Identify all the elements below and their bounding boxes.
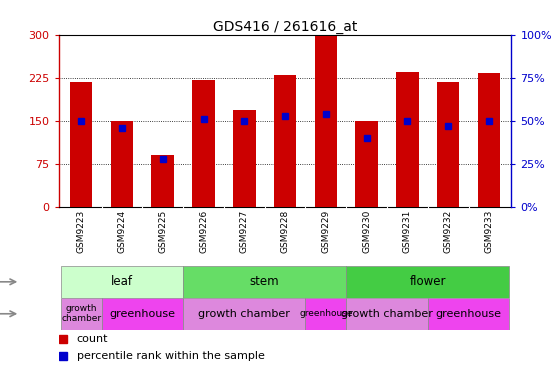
Text: GSM9224: GSM9224	[117, 210, 126, 253]
Text: GSM9225: GSM9225	[158, 210, 167, 253]
Text: greenhouse: greenhouse	[299, 309, 353, 318]
Text: count: count	[77, 335, 108, 344]
Bar	[102, 298, 183, 330]
Bar	[478, 73, 500, 207]
Title: GDS416 / 261616_at: GDS416 / 261616_at	[213, 20, 357, 34]
Bar	[356, 121, 378, 207]
Bar	[192, 79, 215, 207]
Bar	[70, 82, 92, 207]
Bar	[111, 121, 133, 207]
Text: GSM9226: GSM9226	[199, 210, 208, 253]
Bar	[61, 266, 183, 298]
Text: flower: flower	[410, 275, 446, 288]
Text: growth
chamber: growth chamber	[61, 304, 101, 324]
Text: greenhouse: greenhouse	[110, 309, 176, 319]
Bar	[346, 298, 428, 330]
Text: GSM9228: GSM9228	[281, 210, 290, 253]
Text: GSM9227: GSM9227	[240, 210, 249, 253]
Text: growth chamber: growth chamber	[341, 309, 433, 319]
Text: GSM9223: GSM9223	[77, 210, 86, 253]
Text: GSM9229: GSM9229	[321, 210, 330, 253]
Bar	[274, 75, 296, 207]
Text: greenhouse: greenhouse	[435, 309, 501, 319]
Bar	[305, 298, 346, 330]
Text: GSM9233: GSM9233	[485, 210, 494, 253]
Bar	[315, 37, 337, 207]
Bar	[183, 298, 305, 330]
Bar	[428, 298, 509, 330]
Bar	[396, 72, 419, 207]
Text: percentile rank within the sample: percentile rank within the sample	[77, 351, 264, 361]
Bar	[437, 82, 459, 207]
Bar	[346, 266, 509, 298]
Bar	[61, 298, 102, 330]
Text: growth chamber: growth chamber	[198, 309, 290, 319]
Text: GSM9230: GSM9230	[362, 210, 371, 253]
Text: leaf: leaf	[111, 275, 133, 288]
Text: stem: stem	[250, 275, 280, 288]
Text: GSM9232: GSM9232	[444, 210, 453, 253]
Bar	[183, 266, 346, 298]
Text: GSM9231: GSM9231	[403, 210, 412, 253]
Bar	[233, 111, 255, 207]
Bar	[151, 155, 174, 207]
